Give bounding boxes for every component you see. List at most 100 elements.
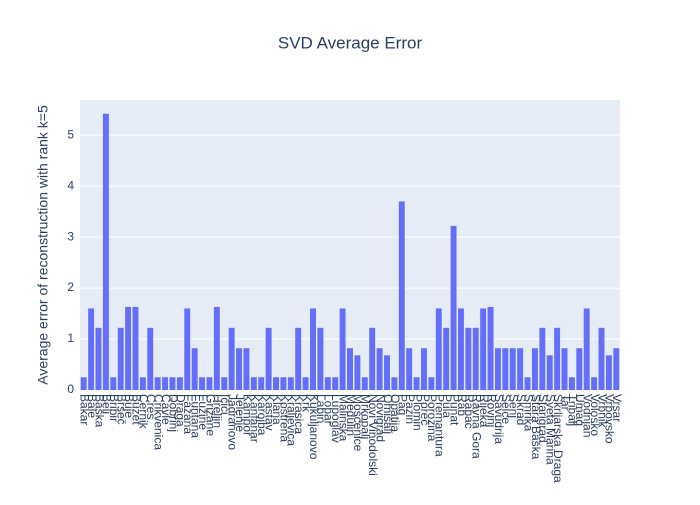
x-tick-label: Rijeka <box>477 394 491 428</box>
bar <box>154 377 161 390</box>
x-tick-label: Rab <box>455 394 469 416</box>
x-tick-label: Medulin <box>344 394 358 436</box>
bar <box>287 377 294 390</box>
bar <box>509 348 516 390</box>
x-tick-label: Kastav <box>262 394 276 431</box>
bar <box>132 306 139 390</box>
x-tick-label: Beli <box>100 394 114 414</box>
x-tick-label: Vrsar <box>610 394 624 422</box>
x-tick-label: Kampor <box>240 394 254 436</box>
bar <box>591 377 598 390</box>
bar <box>524 377 531 390</box>
x-tick-label: Jadranovo <box>225 394 239 450</box>
bar <box>561 348 568 390</box>
x-tick-label: Fužine <box>196 394 210 430</box>
bar <box>265 327 272 390</box>
y-axis-title: Average error of reconstruction with ran… <box>35 105 51 385</box>
bar <box>576 348 583 390</box>
bar <box>228 327 235 390</box>
x-tick-label: Porozina <box>425 394 439 442</box>
bar <box>280 377 287 390</box>
bar <box>176 377 183 390</box>
y-tick-label: 5 <box>67 127 74 141</box>
bar <box>480 308 487 390</box>
x-tick-label: Novigrad <box>373 394 387 442</box>
x-tick-label: Vodnjan <box>581 394 595 437</box>
x-tick-label: Skrad <box>514 394 528 425</box>
bar <box>273 377 279 390</box>
bar <box>302 377 309 390</box>
bar <box>199 377 206 390</box>
x-tick-label: Kanfanar <box>248 394 262 443</box>
x-tick-label: Sveta Marina <box>544 394 558 465</box>
x-tick-label: Senj <box>507 394 521 418</box>
bar <box>465 327 472 390</box>
x-tick-label: Labin <box>314 394 328 423</box>
bar <box>487 306 494 390</box>
bar <box>139 377 146 390</box>
x-tick-label: Buzet <box>129 394 143 425</box>
x-tick-label: Škrljarska Draga <box>551 394 566 483</box>
bar <box>605 355 612 390</box>
x-tick-label: Plomin <box>410 394 424 431</box>
x-tick-label: Stara Baška <box>529 394 543 460</box>
bar <box>258 377 265 390</box>
x-tick-label: Pazin <box>403 394 417 424</box>
x-tick-label: Tar <box>558 394 572 411</box>
x-tick-label: Mrkopalj <box>359 394 373 439</box>
x-tick-label: Kraljevica <box>285 394 299 446</box>
x-tick-label: Čavle <box>159 394 174 425</box>
x-tick-label: Ravna Gora <box>470 394 484 459</box>
x-tick-label: Grižane <box>203 394 217 436</box>
x-tick-label: Draga <box>174 394 188 427</box>
bar <box>310 308 316 390</box>
x-tick-label: Tribalj <box>566 394 580 426</box>
x-tick-label: Klana <box>270 394 284 425</box>
x-tick-label: Novi Vinodolski <box>366 394 380 476</box>
x-tick-label: Brseč <box>115 394 129 425</box>
x-tick-label: Lupoglav <box>329 394 343 443</box>
x-tick-label: Krasica <box>292 394 306 434</box>
bar <box>539 327 546 390</box>
bar <box>236 348 242 390</box>
x-tick-label: Selce <box>499 394 513 424</box>
bar <box>398 201 405 390</box>
bar <box>243 348 250 390</box>
x-tick-label: Cres <box>144 394 158 419</box>
x-tick-label: Lopar <box>322 394 336 425</box>
x-tick-label: Bale <box>85 394 99 418</box>
bar <box>169 377 176 390</box>
bar <box>391 377 398 390</box>
bar <box>428 377 435 390</box>
y-tick-label: 3 <box>67 229 74 243</box>
x-tick-label: Krk <box>299 394 313 413</box>
x-tick-label: Mošćenice <box>351 394 365 452</box>
bar <box>102 113 109 390</box>
x-tick-label: Funtana <box>188 394 202 438</box>
bar <box>568 377 575 390</box>
x-tick-label: Vrbnik <box>595 394 609 429</box>
x-tick-label: Buje <box>122 394 136 418</box>
x-tick-label: Pula <box>440 394 454 418</box>
bar <box>117 327 124 390</box>
bar <box>531 348 538 390</box>
bar <box>347 348 353 390</box>
bar <box>494 348 501 390</box>
bar <box>147 327 154 390</box>
bar <box>110 377 117 390</box>
x-tick-label: Malinska <box>336 394 350 442</box>
x-tick-label: Rovinj <box>484 394 498 427</box>
bar <box>435 308 442 390</box>
bar <box>554 327 561 390</box>
bar <box>324 377 331 390</box>
bar <box>206 377 213 390</box>
y-tick-label: 4 <box>67 178 74 192</box>
bar <box>472 327 479 390</box>
plot-area <box>80 100 620 390</box>
bar <box>421 348 427 390</box>
bar <box>406 348 413 390</box>
bar <box>191 348 198 390</box>
x-tick-label: Umag <box>573 394 587 426</box>
x-tick-label: Rabac <box>462 394 476 429</box>
